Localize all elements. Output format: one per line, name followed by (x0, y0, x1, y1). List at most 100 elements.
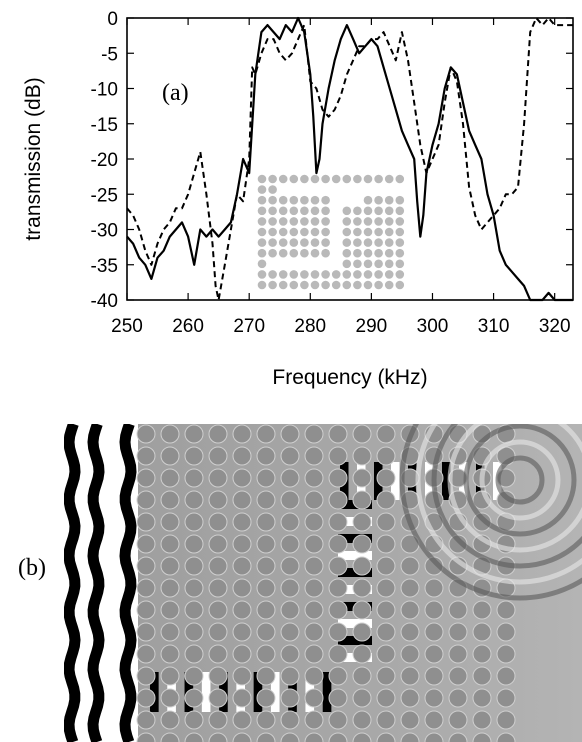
radiated-arc (447, 424, 582, 553)
radiated-arc (399, 424, 582, 601)
rod (184, 446, 204, 466)
inset-rod (289, 270, 299, 279)
rod (232, 710, 252, 730)
panel-label-a: (a) (162, 80, 189, 106)
rod (280, 424, 300, 444)
inset-rod (395, 280, 405, 290)
mode-stripe (322, 672, 332, 712)
rod (400, 688, 420, 708)
rod (256, 512, 276, 532)
rod (496, 622, 516, 642)
inset-rod (310, 174, 320, 184)
rod (352, 556, 372, 576)
rod (472, 688, 492, 708)
inset-rod (278, 195, 288, 205)
rod (376, 512, 396, 532)
rod (304, 666, 324, 686)
rod (184, 600, 204, 620)
inset-rod (321, 195, 330, 205)
rod (352, 732, 372, 742)
mode-stripe (338, 619, 372, 628)
rod (424, 732, 444, 742)
rod (472, 644, 492, 664)
rod (328, 644, 348, 664)
rod (424, 710, 444, 730)
rod (328, 490, 348, 510)
rod (208, 556, 228, 576)
rod (352, 424, 372, 444)
y-tick-label: -20 (91, 150, 118, 171)
rod (256, 446, 276, 466)
rod (208, 710, 228, 730)
rod (376, 600, 396, 620)
inset-rod (257, 280, 267, 290)
inset-rod (374, 270, 383, 279)
inset-rod (363, 238, 373, 247)
rod (376, 424, 396, 444)
rod (160, 600, 180, 620)
axis-ticks (126, 17, 573, 301)
x-tick-label: 250 (111, 316, 143, 337)
rod (472, 512, 492, 532)
inset-rod (300, 195, 309, 205)
rod (328, 534, 348, 554)
rod (304, 446, 324, 466)
rod (496, 644, 516, 664)
rod (184, 688, 204, 708)
rod (376, 468, 396, 488)
rod (136, 732, 156, 742)
radiated-arc (495, 455, 545, 505)
rod (280, 490, 300, 510)
rod (136, 622, 156, 642)
rod (376, 732, 396, 742)
inset-rod (342, 206, 352, 216)
inset-rod (363, 206, 373, 216)
inset-rod (353, 270, 362, 279)
rod (304, 732, 324, 742)
rod (184, 578, 204, 598)
inset-rod (268, 270, 277, 279)
rod (448, 688, 468, 708)
mode-stripe (253, 672, 263, 712)
rod (448, 534, 468, 554)
inset-rod (331, 270, 341, 279)
inset-rod (257, 238, 267, 247)
inset-rod (321, 248, 330, 258)
panel-label-b: (b) (18, 555, 46, 581)
rod (376, 556, 396, 576)
rod (472, 732, 492, 742)
inset-rod (257, 206, 267, 216)
inset-rod (257, 185, 267, 194)
inset-rod (257, 270, 267, 279)
inset-rod (300, 206, 309, 216)
inset-rod (257, 195, 267, 205)
y-tick-label: 0 (107, 9, 118, 30)
wavefront-dark (119, 424, 137, 742)
rod (256, 490, 276, 510)
rod (280, 468, 300, 488)
rod (448, 710, 468, 730)
inset-rod (395, 270, 405, 279)
rod (280, 644, 300, 664)
inset-rod (278, 206, 288, 216)
rod (424, 578, 444, 598)
inset-rod (289, 280, 299, 290)
rod (208, 666, 228, 686)
rod (232, 688, 252, 708)
inset-rod (353, 259, 362, 269)
rod (280, 446, 300, 466)
rod (328, 446, 348, 466)
rod (160, 424, 180, 444)
rod (208, 424, 228, 444)
inset-rod (268, 206, 277, 216)
rod (184, 468, 204, 488)
y-tick-label: -10 (91, 80, 118, 101)
rod (352, 512, 372, 532)
rod (160, 578, 180, 598)
rod (448, 622, 468, 642)
mode-stripe (150, 672, 159, 712)
rod (256, 534, 276, 554)
rod (184, 490, 204, 510)
inset-rod (374, 280, 383, 290)
rod (400, 578, 420, 598)
